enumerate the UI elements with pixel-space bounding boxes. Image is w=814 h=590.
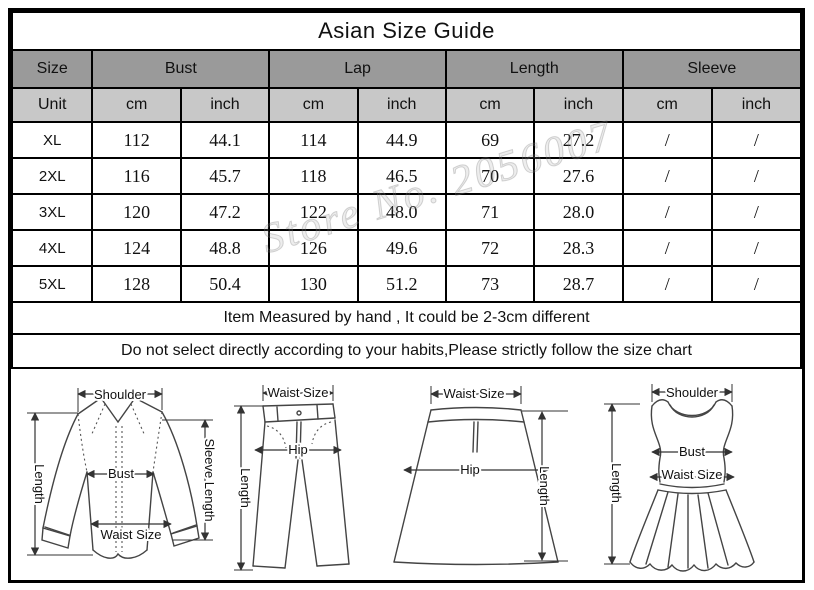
table-row-2xl: 2XL 116 45.7 118 46.5 70 27.6 / / bbox=[10, 157, 803, 195]
shirt-waist-label: Waist Size bbox=[100, 527, 161, 542]
table-row-5xl: 5XL 128 50.4 130 51.2 73 28.7 / / bbox=[10, 265, 803, 303]
value-cell: 44.1 bbox=[179, 121, 271, 159]
skirt-waist-label: Waist Size bbox=[444, 386, 505, 401]
value-cell: 28.3 bbox=[533, 229, 624, 267]
value-cell: 44.9 bbox=[356, 121, 447, 159]
value-cell: 49.6 bbox=[356, 229, 447, 267]
value-cell: 46.5 bbox=[356, 157, 447, 195]
unit-label: Unit bbox=[10, 87, 94, 123]
value-cell: 130 bbox=[268, 265, 359, 303]
value-cell: / bbox=[621, 121, 713, 159]
dress-shoulder-label: Shoulder bbox=[666, 385, 719, 400]
measurement-diagrams: Shoulder Length Bust Waist Size Sleeve L… bbox=[11, 377, 802, 580]
value-cell: 120 bbox=[91, 193, 182, 231]
unit-cell: inch bbox=[179, 87, 271, 123]
skirt-hip-label: Hip bbox=[461, 462, 481, 477]
unit-row: Unit cm inch cm inch cm inch cm inch bbox=[10, 87, 803, 123]
value-cell: / bbox=[710, 121, 803, 159]
value-cell: 48.8 bbox=[179, 229, 271, 267]
value-cell: 116 bbox=[91, 157, 182, 195]
value-cell: 51.2 bbox=[356, 265, 447, 303]
unit-cell: cm bbox=[91, 87, 182, 123]
value-cell: 28.7 bbox=[533, 265, 624, 303]
unit-cell: cm bbox=[268, 87, 359, 123]
dress-diagram: Shoulder Length Bust Waist Size bbox=[604, 383, 755, 572]
value-cell: 124 bbox=[91, 229, 182, 267]
note-row-2: Do not select directly according to your… bbox=[11, 333, 802, 369]
habit-note: Do not select directly according to your… bbox=[11, 333, 802, 369]
value-cell: 50.4 bbox=[179, 265, 271, 303]
unit-cell: inch bbox=[356, 87, 447, 123]
title-row: Asian Size Guide bbox=[11, 11, 802, 51]
value-cell: 48.0 bbox=[356, 193, 447, 231]
header-lap: Lap bbox=[268, 49, 447, 89]
pants-diagram: Waist Size Hip Length bbox=[233, 383, 350, 571]
value-cell: 126 bbox=[268, 229, 359, 267]
size-label-cell: 2XL bbox=[10, 157, 94, 195]
size-table: Asian Size Guide Size Bust Lap Length Sl… bbox=[10, 11, 803, 369]
skirt-length-label: Length bbox=[537, 466, 552, 506]
value-cell: 70 bbox=[444, 157, 536, 195]
table-row-3xl: 3XL 120 47.2 122 48.0 71 28.0 / / bbox=[10, 193, 803, 231]
value-cell: 114 bbox=[268, 121, 359, 159]
shirt-bust-label: Bust bbox=[108, 466, 134, 481]
unit-cell: inch bbox=[533, 87, 624, 123]
shirt-length-label: Length bbox=[32, 464, 47, 504]
unit-cell: inch bbox=[710, 87, 803, 123]
header-bust: Bust bbox=[91, 49, 271, 89]
pants-hip-label: Hip bbox=[288, 442, 308, 457]
value-cell: 128 bbox=[91, 265, 182, 303]
value-cell: 27.2 bbox=[533, 121, 624, 159]
table-row-xl: XL 112 44.1 114 44.9 69 27.2 / / bbox=[10, 121, 803, 159]
value-cell: 118 bbox=[268, 157, 359, 195]
value-cell: / bbox=[621, 229, 713, 267]
value-cell: / bbox=[710, 157, 803, 195]
page-title: Asian Size Guide bbox=[11, 11, 802, 51]
table-row-4xl: 4XL 124 48.8 126 49.6 72 28.3 / / bbox=[10, 229, 803, 267]
unit-cell: cm bbox=[444, 87, 536, 123]
value-cell: / bbox=[710, 193, 803, 231]
dress-waist-label: Waist Size bbox=[662, 467, 723, 482]
size-label-cell: 5XL bbox=[10, 265, 94, 303]
value-cell: / bbox=[621, 265, 713, 303]
size-label-cell: 3XL bbox=[10, 193, 94, 231]
pants-length-label: Length bbox=[238, 468, 253, 508]
measure-note: Item Measured by hand , It could be 2-3c… bbox=[11, 301, 802, 335]
note-row-1: Item Measured by hand , It could be 2-3c… bbox=[11, 301, 802, 335]
header-length: Length bbox=[444, 49, 624, 89]
dress-length-label: Length bbox=[609, 463, 624, 503]
size-label-cell: 4XL bbox=[10, 229, 94, 267]
value-cell: 112 bbox=[91, 121, 182, 159]
value-cell: 28.0 bbox=[533, 193, 624, 231]
size-label-cell: XL bbox=[10, 121, 94, 159]
value-cell: / bbox=[710, 265, 803, 303]
shirt-diagram: Shoulder Length Bust Waist Size Sleeve L… bbox=[26, 385, 219, 559]
value-cell: 122 bbox=[268, 193, 359, 231]
shirt-shoulder-label: Shoulder bbox=[94, 387, 147, 402]
header-size: Size bbox=[10, 49, 94, 89]
skirt-diagram: Waist Size Hip Length bbox=[393, 384, 569, 565]
value-cell: / bbox=[621, 157, 713, 195]
header-sleeve: Sleeve bbox=[621, 49, 803, 89]
pants-waist-label: Waist Size bbox=[267, 385, 328, 400]
header-group-row: Size Bust Lap Length Sleeve bbox=[10, 49, 803, 89]
value-cell: 71 bbox=[444, 193, 536, 231]
value-cell: / bbox=[621, 193, 713, 231]
value-cell: 69 bbox=[444, 121, 536, 159]
value-cell: 73 bbox=[444, 265, 536, 303]
size-guide-sheet: Store No. 2056007 Asian Size Guide Size … bbox=[8, 8, 805, 583]
value-cell: / bbox=[710, 229, 803, 267]
dress-bust-label: Bust bbox=[679, 444, 705, 459]
value-cell: 72 bbox=[444, 229, 536, 267]
value-cell: 45.7 bbox=[179, 157, 271, 195]
unit-cell: cm bbox=[621, 87, 713, 123]
shirt-sleeve-length-label: Sleeve Length bbox=[202, 438, 217, 521]
value-cell: 47.2 bbox=[179, 193, 271, 231]
value-cell: 27.6 bbox=[533, 157, 624, 195]
